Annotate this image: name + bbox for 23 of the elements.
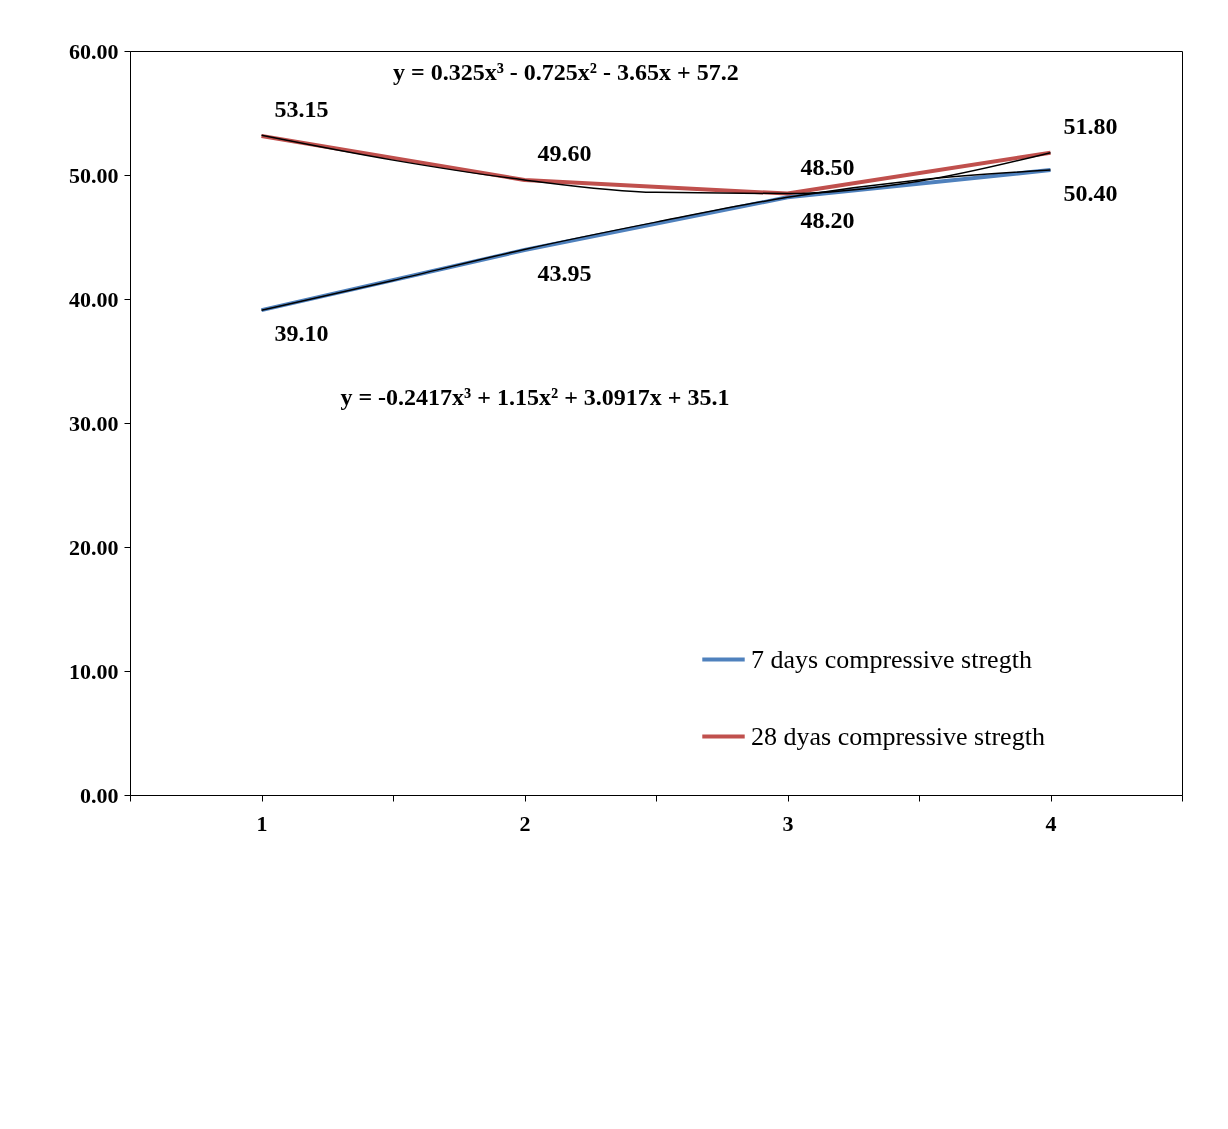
y-tick-label: 20.00 (69, 534, 119, 560)
x-tick-label: 1 (256, 810, 268, 836)
y-tick-label: 50.00 (69, 162, 119, 188)
data-label: 48.20 (800, 207, 855, 234)
annotation: y = -0.2417x³ + 1.15x² + 3.0917x + 35.1 (340, 384, 730, 411)
y-tick-label: 10.00 (69, 658, 119, 684)
data-label: 51.80 (1063, 112, 1118, 139)
y-tick-label: 40.00 (69, 286, 119, 312)
y-tick-label: 60.00 (69, 38, 119, 64)
legend-label: 7 days compressive stregth (751, 644, 1032, 674)
x-tick-label: 2 (519, 810, 531, 836)
data-label: 50.40 (1063, 180, 1118, 207)
x-tick-label: 4 (1045, 810, 1057, 836)
data-label: 43.95 (537, 260, 592, 287)
y-tick-label: 0.00 (80, 782, 119, 808)
y-tick-label: 30.00 (69, 410, 119, 436)
data-label: 48.50 (800, 153, 855, 180)
data-label: 39.10 (274, 320, 329, 347)
x-tick-label: 3 (782, 810, 794, 836)
data-label: 53.15 (274, 95, 329, 122)
data-label: 49.60 (537, 139, 592, 166)
annotation: y = 0.325x³ - 0.725x² - 3.65x + 57.2 (393, 59, 739, 86)
legend-label: 28 dyas compressive stregth (751, 721, 1045, 751)
